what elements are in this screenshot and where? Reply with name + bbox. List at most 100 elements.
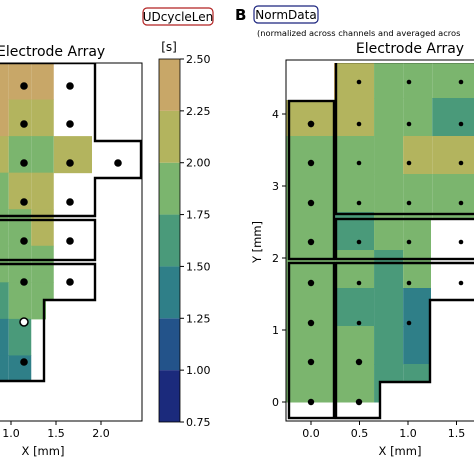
panel-b-x-tick-label: 0.5: [351, 427, 369, 440]
panel-a-x-tick-label: 2.0: [92, 427, 110, 440]
contour-level-cell: [403, 174, 433, 213]
contour-level-cell: [8, 318, 32, 356]
contour-level-cell: [374, 326, 404, 365]
electrode-region-outline: [334, 63, 474, 216]
contour-level-cell: [0, 136, 9, 174]
colorbar-tick-label: 2.50: [186, 53, 211, 66]
electrode-marker: [406, 79, 412, 85]
contour-level-cell: [0, 355, 9, 393]
electrode-marker: [20, 159, 28, 167]
electrode-marker: [355, 398, 363, 406]
electrode-marker: [66, 82, 74, 90]
panel-a-electrode-regions: [0, 63, 142, 383]
contour-level-cell: [335, 326, 375, 365]
colorbar-band: [159, 162, 180, 215]
contour-level-cell: [0, 63, 9, 101]
panel-a-outside-mask: [0, 63, 152, 421]
contour-level-cell: [31, 209, 54, 247]
electrode-marker: [20, 358, 28, 366]
contour-level-cell: [374, 63, 404, 99]
electrode-marker: [20, 82, 28, 90]
electrode-marker: [307, 120, 315, 128]
electrode-marker: [307, 398, 315, 406]
panel-a-tag: UDcycleLen: [143, 10, 214, 24]
panel-a-x-axis: 1.0 1.5 2.0 X [mm]: [2, 421, 110, 458]
electrode-region-outline: [334, 261, 474, 420]
electrode-marker: [20, 237, 28, 245]
electrode-marker: [20, 198, 28, 206]
colorbar-band: [159, 266, 180, 319]
contour-level-cell: [286, 174, 336, 213]
panel-b-y-tick-label: 4: [272, 108, 279, 121]
contour-level-cell: [0, 209, 9, 247]
colorbar-frame: [158, 58, 181, 423]
contour-level-cell: [0, 282, 9, 320]
electrode-marker: [307, 279, 315, 287]
electrode-marker-open: [19, 317, 29, 327]
panel-b-subtitle: (normalized across channels and averaged…: [257, 28, 460, 38]
contour-level-cell: [374, 212, 404, 251]
electrode-region-outline: [287, 99, 336, 261]
electrode-marker: [66, 198, 74, 206]
colorbar-ticks: 0.75 1.00 1.25 1.50 1.75 2.00 2.25 2.50: [180, 53, 211, 429]
contour-level-cell: [8, 63, 32, 101]
electrode-marker: [307, 159, 315, 167]
contour-level-cell: [403, 288, 433, 327]
electrode-marker: [458, 160, 464, 166]
panel-b-x-tick-label: 0.0: [302, 427, 320, 440]
contour-level-cell: [432, 174, 474, 213]
electrode-marker: [356, 200, 362, 206]
electrode-marker: [406, 239, 412, 245]
contour-level-cell: [335, 136, 375, 175]
contour-level-cell: [432, 136, 474, 175]
panel-b-letter: B: [235, 6, 246, 24]
electrode-marker: [66, 159, 74, 167]
colorbar-tick-label: 1.00: [186, 364, 211, 377]
electrode-marker: [356, 79, 362, 85]
electrode-marker: [406, 320, 412, 326]
colorbar-unit-label: [s]: [161, 40, 177, 54]
contour-level-cell: [31, 99, 54, 137]
colorbar-tick-label: 0.75: [186, 416, 211, 429]
colorbar-tick-label: 1.50: [186, 260, 211, 273]
panel-a-axes-frame: [0, 62, 143, 422]
contour-level-cell: [374, 288, 404, 327]
panel-b-electrode-regions: [287, 63, 474, 420]
panel-b-x-tick-label: 1.5: [448, 427, 466, 440]
mask-region: [286, 63, 334, 100]
contour-level-cell: [403, 212, 433, 251]
contour-level-cell: [374, 174, 404, 213]
colorbar-band: [159, 214, 180, 267]
contour-level-cell: [31, 136, 54, 174]
panel-b-y-label: Y [mm]: [250, 221, 264, 264]
contour-level-cell: [335, 174, 375, 213]
contour-level-cell: [403, 326, 433, 365]
colorbar-tick-label: 2.00: [186, 157, 211, 170]
colorbar-band: [159, 110, 180, 163]
panel-a-x-tick-label: 1.5: [47, 427, 65, 440]
contour-level-cell: [335, 364, 375, 403]
contour-level-cell: [335, 98, 375, 137]
contour-level-cell: [286, 136, 336, 175]
electrode-marker: [406, 121, 412, 127]
contour-level-cell: [0, 99, 9, 137]
contour-level-cell: [403, 63, 433, 99]
electrode-region-outline: [334, 217, 474, 261]
electrode-marker: [458, 121, 464, 127]
electrode-marker: [406, 280, 412, 286]
electrode-marker: [406, 200, 412, 206]
contour-level-cell: [403, 136, 433, 175]
contour-level-cell: [374, 98, 404, 137]
panel-a-x-label: X [mm]: [22, 444, 65, 458]
panel-b-axes: Y [mm] X [mm] 0 1 2 3 4 0.0 0.5 1.0 1.5: [250, 108, 465, 458]
electrode-marker: [356, 121, 362, 127]
mask-region: [46, 300, 142, 421]
mask-region: [142, 139, 152, 179]
panel-a-colorbar: [s] 0.75 1.00 1.25 1.50 1.75 2.00 2.25 2.50: [158, 40, 211, 429]
electrode-marker: [355, 358, 363, 366]
electrode-marker: [458, 200, 464, 206]
contour-level-cell: [335, 63, 375, 99]
panel-b: B NormData (normalized across channels a…: [235, 5, 474, 458]
electrode-marker: [20, 120, 28, 128]
